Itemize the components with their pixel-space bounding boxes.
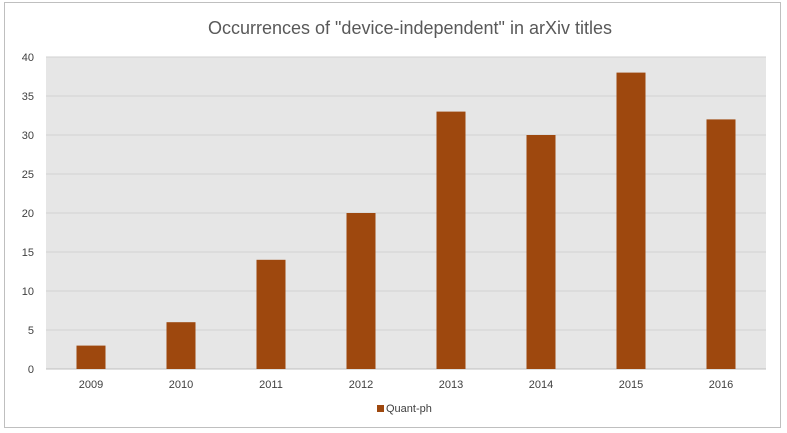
legend-label-quant-ph: Quant-ph bbox=[386, 403, 432, 415]
x-tick-label: 2011 bbox=[259, 379, 283, 391]
x-tick-label: 2015 bbox=[619, 379, 643, 391]
bar-2016 bbox=[706, 119, 736, 370]
bar-2010 bbox=[166, 322, 196, 369]
gridlines bbox=[46, 56, 766, 370]
x-tick-label: 2016 bbox=[709, 379, 733, 391]
bar-2015 bbox=[616, 72, 646, 369]
bars bbox=[76, 72, 736, 370]
x-tick-label: 2012 bbox=[349, 379, 373, 391]
x-axis-ticks: 2009 2010 2011 2012 2013 2014 2015 2016 bbox=[79, 379, 733, 391]
y-tick-label: 35 bbox=[22, 91, 34, 103]
x-tick-label: 2009 bbox=[79, 379, 103, 391]
bar-2012 bbox=[346, 213, 376, 369]
y-tick-label: 10 bbox=[22, 286, 34, 298]
legend-swatch-quant-ph bbox=[377, 405, 384, 412]
y-axis-ticks: 0 5 10 15 20 25 30 35 40 bbox=[22, 52, 34, 376]
chart-title: Occurrences of "device-independent" in a… bbox=[208, 18, 612, 38]
y-tick-label: 0 bbox=[28, 364, 34, 376]
y-tick-label: 15 bbox=[22, 247, 34, 259]
x-tick-label: 2010 bbox=[169, 379, 193, 391]
y-tick-label: 30 bbox=[22, 130, 34, 142]
bar-2011 bbox=[256, 259, 286, 369]
bar-2014 bbox=[526, 135, 556, 369]
y-tick-label: 40 bbox=[22, 52, 34, 64]
y-tick-label: 5 bbox=[28, 325, 34, 337]
x-tick-label: 2014 bbox=[529, 379, 553, 391]
bar-2009 bbox=[76, 345, 106, 369]
y-tick-label: 20 bbox=[22, 208, 34, 220]
legend: Quant-ph bbox=[377, 403, 432, 415]
y-tick-label: 25 bbox=[22, 169, 34, 181]
x-tick-label: 2013 bbox=[439, 379, 463, 391]
bar-2013 bbox=[436, 111, 466, 369]
